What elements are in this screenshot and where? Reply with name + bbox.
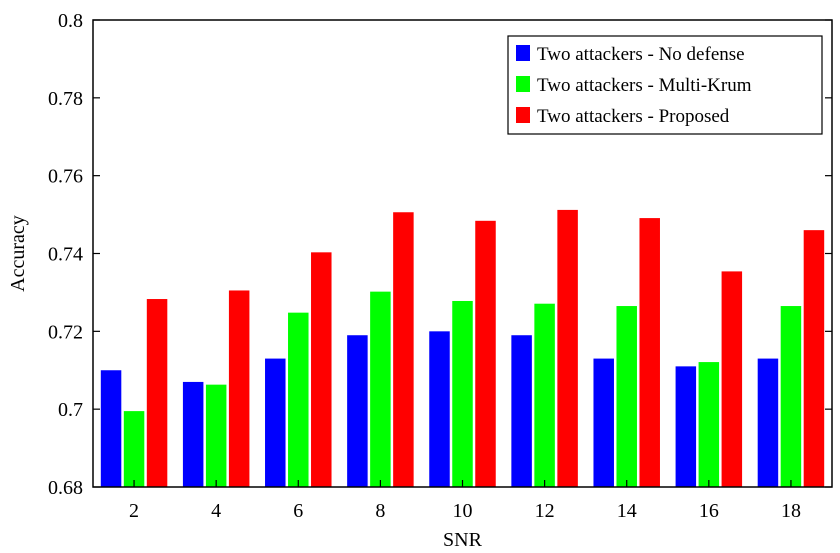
x-tick-label: 14: [617, 500, 637, 522]
legend-swatch-2: [516, 76, 530, 92]
bar-series-3-18: [803, 230, 825, 487]
x-tick-label: 18: [781, 500, 801, 522]
bar-series-2-16: [698, 362, 720, 487]
x-tick-label: 16: [699, 500, 719, 522]
bar-series-1-6: [265, 358, 286, 487]
x-axis-label: SNR: [443, 529, 483, 551]
bar-series-3-6: [311, 252, 332, 487]
y-tick-label: 0.8: [58, 10, 83, 32]
bar-series-2-10: [452, 300, 473, 487]
y-tick-label: 0.78: [48, 88, 83, 110]
bar-series-3-16: [721, 271, 743, 487]
bar-series-3-10: [475, 220, 496, 487]
x-tick-label: 12: [535, 500, 555, 522]
bar-series-1-18: [757, 358, 779, 487]
bar-series-2-6: [288, 312, 309, 487]
bar-series-3-2: [146, 299, 168, 487]
legend-label-3: Two attackers - Proposed: [537, 106, 730, 127]
y-tick-label: 0.72: [48, 321, 83, 343]
bar-series-3-12: [557, 209, 578, 487]
legend-swatch-3: [516, 107, 530, 123]
bar-series-1-14: [593, 358, 614, 487]
x-tick-label: 8: [375, 500, 385, 522]
bar-series-3-8: [393, 212, 414, 487]
y-tick-label: 0.76: [48, 166, 83, 188]
bar-series-3-4: [228, 290, 250, 487]
bar-series-2-14: [616, 306, 637, 487]
bar-series-2-2: [123, 411, 145, 487]
bar-series-1-8: [347, 335, 368, 487]
legend-label-2: Two attackers - Multi-Krum: [537, 75, 752, 96]
legend-swatch-1: [516, 45, 530, 61]
y-tick-label: 0.68: [48, 477, 83, 499]
y-tick-label: 0.74: [48, 244, 83, 266]
legend-box: [507, 35, 823, 135]
x-tick-label: 10: [453, 500, 473, 522]
legend: Two attackers - No defense Two attackers …: [507, 35, 823, 135]
bar-series-1-12: [511, 335, 532, 487]
bar-series-1-10: [429, 331, 450, 487]
y-axis-label: Accuracy: [7, 215, 29, 292]
ticks-layer: 2 4 6 8 10 12 14 16 18 0.68 0.7 0.72 0.74 0.76 0.78 0.8: [48, 10, 832, 522]
x-tick-label: 2: [129, 500, 139, 522]
bars-layer: [100, 209, 825, 487]
legend-label-1: Two attackers - No defense: [537, 44, 745, 65]
bar-series-1-16: [675, 366, 697, 487]
bar-series-2-12: [534, 303, 555, 487]
bar-series-2-4: [205, 384, 227, 487]
bar-series-2-8: [370, 291, 391, 487]
bar-series-3-14: [639, 218, 660, 487]
x-tick-label: 6: [293, 500, 303, 522]
bar-series-1-4: [182, 381, 204, 487]
x-tick-label: 4: [211, 500, 221, 522]
y-tick-label: 0.7: [58, 399, 83, 421]
bar-series-1-2: [100, 370, 122, 487]
bar-series-2-18: [780, 306, 802, 487]
